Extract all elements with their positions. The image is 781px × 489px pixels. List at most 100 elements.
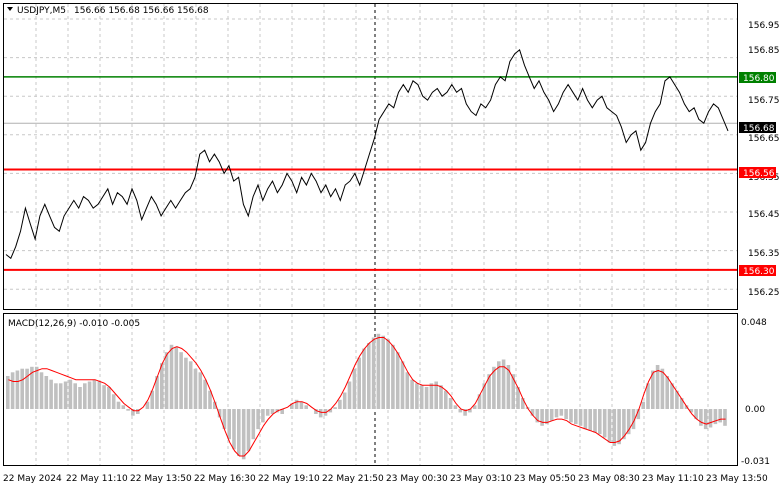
macd-bar (193, 368, 198, 409)
macd-bar (482, 383, 487, 409)
macd-bar (405, 372, 410, 409)
macd-bar (598, 409, 602, 435)
macd-bar (492, 366, 496, 409)
macd-bar (723, 409, 727, 426)
macd-bar (145, 401, 150, 409)
price-pane[interactable] (3, 3, 738, 310)
macd-bar (184, 357, 188, 409)
price-tick: 156.45 (748, 210, 780, 220)
time-label: 23 May 00:30 (386, 474, 448, 484)
macd-bar (102, 385, 106, 409)
macd-bar (198, 372, 203, 409)
macd-bar (622, 409, 626, 440)
macd-bar (535, 409, 540, 423)
macd-bar (703, 409, 708, 430)
macd-bar (174, 346, 179, 409)
macd-bar (217, 409, 222, 418)
macd-bar (487, 374, 491, 409)
macd-bar (468, 409, 472, 413)
macd-bar (6, 376, 10, 409)
macd-tick: 0.048 (741, 318, 767, 328)
macd-bar (434, 381, 438, 409)
macd-bar (328, 409, 333, 413)
macd-bar (294, 399, 299, 409)
macd-bar (718, 409, 722, 423)
macd-bar (25, 368, 29, 409)
macd-bar (689, 409, 694, 413)
macd-bar (578, 409, 583, 426)
macd-bar (179, 352, 183, 409)
macd-bar (333, 407, 337, 409)
grid-lines (4, 4, 737, 465)
macd-bar (554, 409, 559, 418)
ohlc-values: 156.66 156.68 156.66 156.68 (74, 6, 209, 16)
macd-bar (338, 399, 342, 409)
price-axis: 156.95 156.85 156.75 156.65 156.55 156.4… (748, 21, 780, 298)
macd-bar (564, 409, 568, 420)
macd-bar (237, 409, 241, 456)
price-tick: 156.85 (748, 46, 780, 56)
macd-bar (44, 376, 49, 409)
price-tick: 156.25 (748, 288, 780, 298)
macd-bar (203, 379, 207, 409)
macd-bar (87, 381, 92, 409)
macd-bar (395, 352, 400, 409)
macd-bar (227, 409, 231, 440)
symbol-dropdown-icon[interactable] (7, 7, 13, 11)
macd-bar (49, 379, 53, 409)
macd-bar (429, 383, 434, 409)
macd-bar (10, 372, 15, 409)
macd-axis: 0.048 0.00 -0.031 (741, 318, 770, 467)
macd-bar (314, 409, 318, 414)
current-price-label: 156.68 (743, 124, 775, 134)
level-badge-156-80: 156.80 (739, 72, 776, 84)
macd-bar (511, 374, 515, 409)
macd-bar (15, 370, 20, 409)
macd-bar (222, 409, 227, 430)
time-label: 23 May 11:10 (642, 474, 704, 484)
macd-bar (188, 361, 193, 409)
time-label: 23 May 08:30 (578, 474, 640, 484)
macd-bar (246, 409, 251, 451)
price-line (5, 49, 729, 260)
macd-bar (670, 383, 674, 409)
macd-bar (391, 344, 395, 409)
macd-bar (213, 401, 217, 409)
macd-bar (574, 409, 578, 425)
macd-bar (593, 409, 597, 433)
macd-bar (655, 365, 660, 409)
macd-bar (651, 370, 655, 409)
macd-bar (501, 359, 506, 409)
macd-bar (569, 409, 573, 423)
price-tick: 156.35 (748, 249, 780, 259)
macd-bar (150, 390, 154, 409)
macd-bar (78, 387, 82, 409)
macd-bar (270, 409, 275, 414)
macd-bar (265, 409, 270, 416)
macd-bar (261, 409, 265, 423)
macd-bar (419, 385, 424, 409)
time-label: 22 May 2024 (3, 474, 62, 484)
macd-bar (646, 383, 650, 409)
macd-bar (97, 381, 102, 409)
macd-bar (708, 409, 713, 428)
time-label: 22 May 16:30 (194, 474, 256, 484)
macd-bar (381, 335, 385, 409)
macd-bar (367, 343, 371, 409)
macd-bar (280, 409, 284, 414)
macd-bar (83, 383, 87, 409)
macd-bar (136, 409, 140, 414)
macd-bar (675, 390, 679, 409)
macd-bar (347, 381, 352, 409)
macd-bar (439, 385, 443, 409)
macd-label: MACD(12,26,9) -0.010 -0.005 (8, 319, 140, 329)
macd-bar (453, 405, 458, 409)
macd-bar (559, 409, 564, 416)
level-badge-label: 156.80 (743, 74, 775, 84)
macd-bar (299, 401, 304, 409)
macd-bar (116, 401, 121, 409)
macd-bar (660, 368, 665, 409)
symbol-label: USDJPY,M5 (17, 6, 66, 16)
macd-bar (506, 365, 511, 409)
